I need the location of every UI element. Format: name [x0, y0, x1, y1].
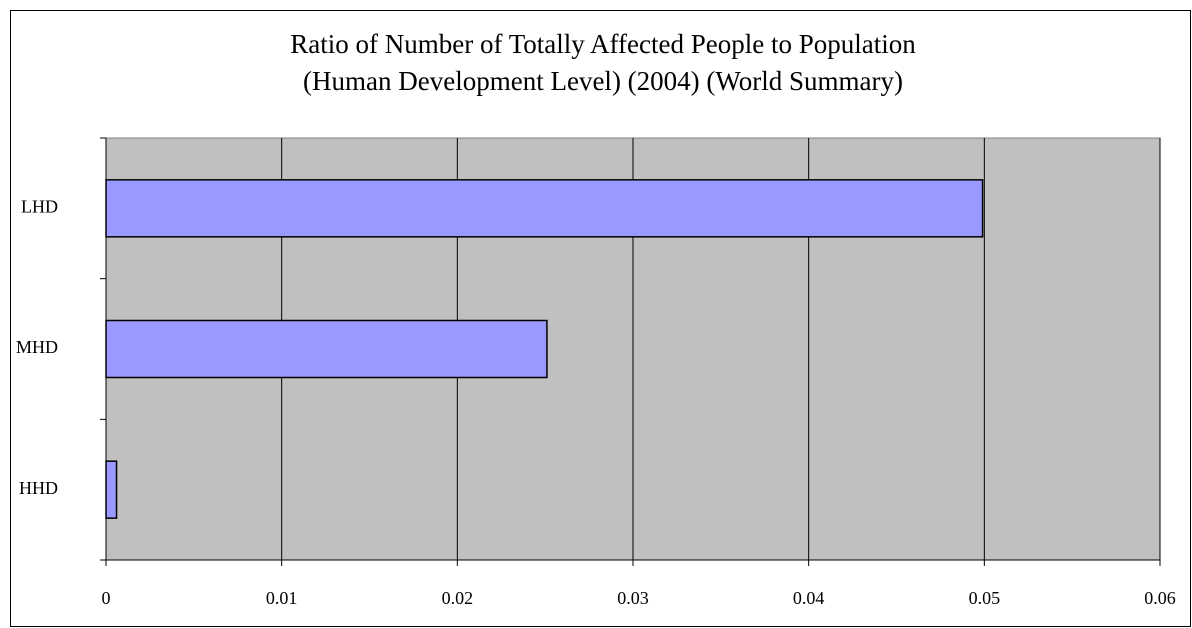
bar [105, 179, 984, 238]
chart-title: Ratio of Number of Totally Affected Peop… [290, 29, 916, 59]
x-tick-label: 0.03 [617, 588, 649, 608]
x-tick-label: 0.01 [266, 588, 298, 608]
x-tick-label: 0.06 [1144, 588, 1176, 608]
bar [105, 319, 548, 379]
x-tick-label: 0.05 [969, 588, 1001, 608]
x-tick-label: 0 [102, 588, 111, 608]
y-tick-label: MHD [16, 337, 58, 357]
x-tick-label: 0.04 [793, 588, 825, 608]
x-tick-label: 0.02 [442, 588, 474, 608]
y-tick-label: LHD [21, 196, 58, 216]
y-tick-label: HHD [19, 478, 58, 498]
bar [105, 460, 118, 519]
chart-title: (Human Development Level) (2004) (World … [303, 66, 903, 96]
